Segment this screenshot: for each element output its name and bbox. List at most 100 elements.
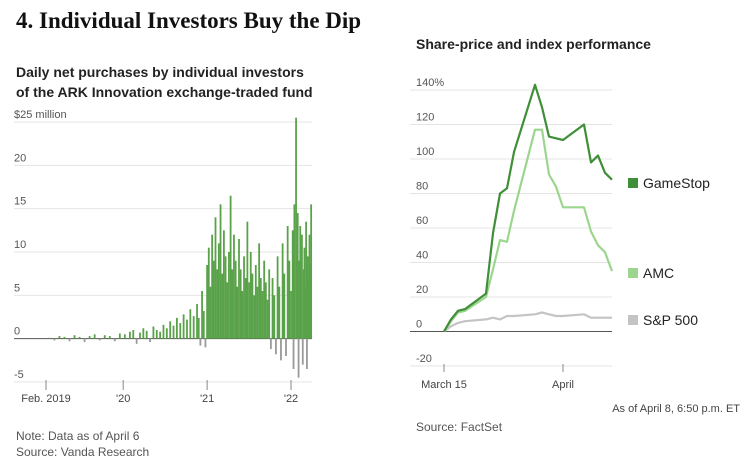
legend-gamestop: GameStop — [628, 175, 710, 191]
purchase-bar — [310, 204, 313, 339]
y-tick-label: 100 — [416, 146, 434, 158]
purchase-bar — [219, 204, 222, 339]
purchase-bar — [269, 338, 272, 350]
y-tick-label: -20 — [416, 353, 432, 365]
purchase-bar — [186, 319, 188, 339]
purchase-bar — [224, 256, 227, 339]
purchase-bar — [246, 221, 249, 339]
series-line-gamestop — [443, 83, 613, 333]
purchase-bar — [68, 338, 71, 342]
purchase-bar — [263, 260, 266, 339]
purchase-bar — [271, 278, 274, 339]
purchase-bar — [296, 213, 299, 339]
purchase-bar — [258, 243, 261, 339]
purchase-bar — [93, 334, 96, 339]
legend-sp500-label: S&P 500 — [643, 312, 699, 328]
purchase-bar — [291, 230, 294, 339]
left-chart-footnotes: Note: Data as of April 6 Source: Vanda R… — [16, 428, 149, 460]
purchase-bar — [172, 325, 175, 339]
purchase-bar — [83, 338, 86, 343]
purchase-bar — [248, 282, 250, 339]
purchase-bar — [53, 338, 56, 341]
purchase-bar — [226, 282, 229, 339]
y-tick-label: 20 — [416, 284, 428, 296]
purchase-bar — [196, 304, 198, 339]
legend-amc: AMC — [628, 265, 674, 281]
purchase-bar — [301, 234, 303, 339]
purchase-bar — [165, 328, 168, 339]
purchase-bar — [217, 243, 220, 339]
legend-sp500-swatch — [628, 315, 638, 325]
purchase-bar — [221, 273, 224, 339]
purchase-bar — [118, 333, 121, 339]
y-tick-label: $25 million — [14, 109, 67, 121]
y-tick-label: 140% — [416, 77, 444, 89]
purchase-bar — [280, 338, 282, 361]
series-line-amc — [443, 128, 614, 333]
purchase-bar — [179, 323, 182, 339]
purchase-bar — [212, 260, 215, 339]
purchase-bar — [206, 265, 209, 339]
purchase-bar — [202, 310, 205, 339]
purchase-bar — [305, 221, 308, 339]
purchase-bar — [306, 338, 308, 369]
purchase-bar — [135, 338, 138, 344]
purchase-bar — [103, 335, 106, 339]
purchase-bar — [228, 252, 230, 339]
purchase-bar — [207, 247, 210, 339]
purchase-bar — [152, 326, 155, 339]
purchase-bar — [290, 291, 292, 339]
purchase-bar — [239, 269, 242, 339]
purchase-bar — [236, 286, 239, 339]
purchase-bar — [189, 309, 192, 339]
purchase-bar — [276, 256, 279, 339]
purchase-bar — [58, 336, 61, 339]
purchase-bar — [145, 330, 148, 339]
purchase-bar — [201, 291, 203, 339]
y-tick-label: 10 — [14, 239, 26, 251]
purchase-bar — [254, 265, 257, 339]
purchase-bar — [283, 273, 286, 339]
purchase-bar — [211, 234, 214, 339]
purchase-bar — [229, 195, 232, 339]
y-tick-label: 60 — [416, 215, 428, 227]
purchase-bar — [238, 239, 240, 339]
y-tick-label: 0 — [14, 326, 20, 338]
purchase-bar — [249, 252, 252, 339]
purchase-bar — [222, 230, 225, 339]
left-chart-title-line2: of the ARK Innovation exchange-traded fu… — [16, 84, 313, 100]
purchase-bar — [204, 338, 207, 348]
purchase-bar — [251, 273, 254, 339]
purchase-bar — [197, 317, 200, 339]
x-tick-label: '22 — [284, 393, 298, 405]
purchase-bar — [244, 278, 247, 339]
series-line-s-p-500 — [443, 311, 612, 333]
purchase-bar — [233, 234, 235, 339]
purchase-bar — [285, 338, 287, 356]
purchase-bar — [231, 269, 234, 339]
purchase-bar — [264, 282, 267, 339]
purchase-bar — [234, 260, 237, 339]
purchases-bar-chart: $25 million 20 15 10 5 0 -5 Feb. 2019 '20 '21 '22 — [14, 109, 313, 405]
purchase-bar — [275, 338, 277, 355]
y-tick-label: 120 — [416, 112, 434, 124]
purchase-bar — [155, 330, 158, 339]
as-of-note: As of April 8, 6:50 p.m. ET — [612, 403, 740, 415]
purchase-bar — [132, 330, 135, 339]
purchase-bar — [286, 226, 289, 339]
headline: 4. Individual Investors Buy the Dip — [16, 8, 362, 33]
purchase-bar — [209, 286, 212, 339]
purchase-bar — [169, 321, 172, 339]
purchase-bar — [256, 286, 259, 339]
purchase-bar — [98, 338, 101, 341]
purchase-bar — [261, 291, 264, 339]
x-tick-label: March 15 — [421, 379, 467, 391]
left-chart-title: Daily net purchases by individual invest… — [16, 62, 313, 102]
x-tick-label: Feb. 2019 — [21, 393, 71, 405]
legend-amc-swatch — [628, 268, 638, 278]
purchase-bar — [214, 217, 217, 339]
purchase-bar — [159, 331, 162, 339]
y-tick-label: -5 — [14, 369, 24, 381]
y-tick-label: 80 — [416, 181, 428, 193]
purchase-bar — [243, 256, 245, 339]
